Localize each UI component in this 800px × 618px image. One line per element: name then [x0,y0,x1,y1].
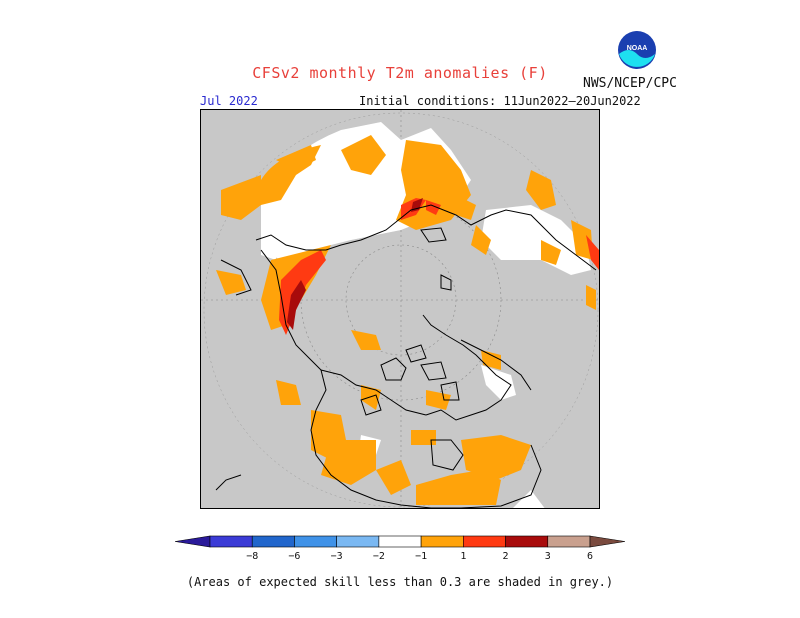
polar-map [201,110,599,508]
colorbar-high-arrow [589,535,626,548]
colorbar-box [251,535,295,548]
colorbar-tick-label: 1 [460,551,466,562]
colorbar-tick-label: −1 [415,551,427,562]
valid-month: Jul 2022 [200,94,258,108]
colorbar-box [336,535,380,548]
noaa-logo-text: NOAA [627,45,648,52]
colorbar-tick-label: −6 [288,551,300,562]
agency-label: NWS/NCEP/CPC [583,76,677,91]
colorbar-box [209,535,253,548]
colorbar-box [378,535,422,548]
colorbar-tick-label: −2 [373,551,385,562]
colorbar: −8−6−3−2−112368 [174,533,635,563]
colorbar-low-arrow [174,535,211,548]
colorbar-tick-label: 6 [587,551,593,562]
colorbar-tick-label: −8 [246,551,258,562]
colorbar-box [294,535,337,548]
colorbar-tick-label: −3 [331,551,343,562]
chart-title: CFSv2 monthly T2m anomalies (F) [252,64,548,82]
colorbar-box [547,535,591,548]
noaa-logo: NOAA [617,30,657,70]
initial-conditions: Initial conditions: 11Jun2022–20Jun2022 [359,94,641,108]
colorbar-box [420,535,464,548]
colorbar-box [505,535,549,548]
coastlines [215,204,597,508]
colorbar-box [463,535,506,548]
map-panel [200,109,600,509]
colorbar-svg: −8−6−3−2−112368 [174,535,635,562]
anomaly-3-6-areas [287,198,423,330]
skill-footnote: (Areas of expected skill less than 0.3 a… [186,575,614,589]
colorbar-tick-label: 3 [545,551,551,562]
colorbar-tick-label: 2 [503,551,509,562]
